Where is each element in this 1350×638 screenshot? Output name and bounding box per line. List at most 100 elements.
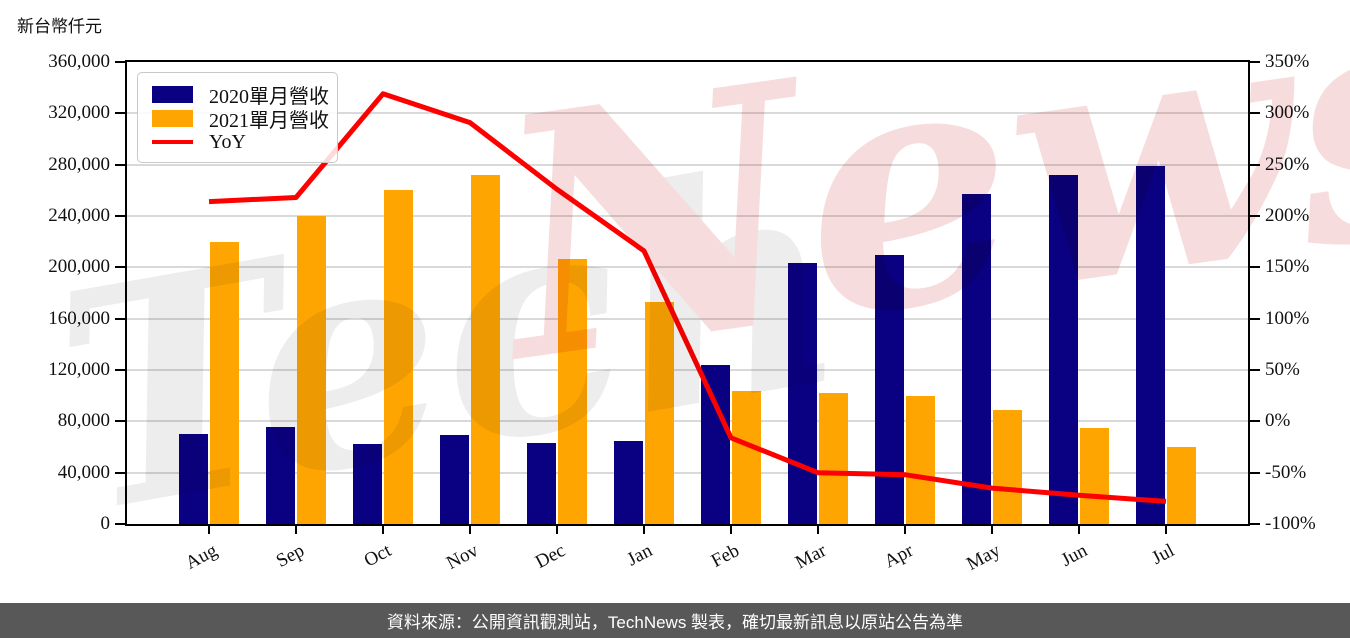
x-axis-tick <box>382 524 384 534</box>
bar-2021單月營收-Nov <box>471 174 500 524</box>
x-axis-tick-label: Jun <box>1057 540 1091 571</box>
y-axis-tick-right <box>1248 369 1260 371</box>
bar-2021單月營收-Jul <box>1167 447 1196 524</box>
legend-label-yoy: YoY <box>209 130 246 153</box>
y-axis-tick-right <box>1248 471 1260 474</box>
grid-line <box>127 215 1248 217</box>
x-axis-tick-label: Nov <box>443 540 482 574</box>
bar-2021單月營收-Jan <box>645 301 674 524</box>
bar-2020單月營收-Oct <box>353 444 382 524</box>
legend-label-2020: 2020單月營收 <box>209 85 329 108</box>
y-axis-tick-label-right: 50% <box>1265 359 1300 380</box>
y-axis-tick-left <box>115 523 127 525</box>
bar-2020單月營收-Feb <box>701 364 730 524</box>
bar-2021單月營收-Oct <box>384 190 413 524</box>
y-axis-tick-right <box>1248 317 1260 320</box>
y-axis-tick-right <box>1248 112 1260 115</box>
bar-2020單月營收-Jul <box>1136 165 1165 524</box>
legend-label-2021: 2021單月營收 <box>209 109 329 132</box>
y-axis-tick-right <box>1248 215 1260 217</box>
grid-line <box>127 420 1248 423</box>
x-axis-tick <box>904 524 906 534</box>
bar-2021單月營收-Feb <box>732 390 761 524</box>
grid-line <box>127 163 1248 166</box>
y-axis-tick-label-right: 0% <box>1265 410 1291 432</box>
source-footer-text: 資料來源：公開資訊觀測站，TechNews 製表，確切最新訊息以原站公告為準 <box>386 613 964 632</box>
grid-line <box>127 471 1248 474</box>
y-axis-tick-left <box>115 420 127 423</box>
legend-swatch-2020 <box>152 85 193 103</box>
legend-item-2020: 2020單月營收 <box>152 82 329 108</box>
x-axis-tick-label: Apr <box>880 540 917 573</box>
bar-2021單月營收-Sep <box>297 216 326 524</box>
y-axis-tick-left <box>115 369 127 371</box>
grid-line <box>127 266 1248 269</box>
bar-2020單月營收-Nov <box>440 434 469 524</box>
y-axis-tick-label-right: 150% <box>1265 256 1310 278</box>
x-axis-tick <box>208 524 210 534</box>
x-axis-tick <box>556 524 558 534</box>
bar-2020單月營收-Aug <box>179 434 208 524</box>
legend-swatch-2021 <box>152 109 193 127</box>
y-axis-tick-label-left: 280,000 <box>48 153 110 175</box>
x-axis-tick-label: Jan <box>623 540 656 571</box>
x-axis-tick <box>730 524 732 534</box>
legend: 2020單月營收 2021單月營收 YoY <box>137 72 338 163</box>
x-axis-tick <box>1165 524 1167 534</box>
legend-line-swatch-yoy <box>152 140 193 144</box>
y-axis-tick-left <box>115 266 127 269</box>
y-axis-tick-label-left: 0 <box>100 513 111 534</box>
y-axis-tick-left <box>115 112 127 115</box>
y-axis-tick-label-right: 200% <box>1265 205 1310 226</box>
y-axis-tick-left <box>115 215 127 217</box>
grid-line <box>127 112 1248 115</box>
x-axis-tick-label: Oct <box>360 540 395 572</box>
yoy-line <box>208 91 1167 504</box>
y-axis-title: 新台幣仟元 <box>17 17 102 36</box>
y-axis-tick-label-left: 200,000 <box>48 256 110 278</box>
y-axis-tick-right <box>1248 163 1260 166</box>
grid-line <box>127 369 1248 371</box>
y-axis-tick-label-left: 240,000 <box>48 205 110 226</box>
y-axis-tick-label-left: 160,000 <box>48 307 110 329</box>
y-axis-tick-left <box>115 163 127 166</box>
x-axis-tick-label: May <box>963 540 1004 575</box>
grid-line <box>127 317 1248 320</box>
y-axis-tick-left <box>115 61 127 63</box>
x-axis-tick-label: Aug <box>182 540 221 574</box>
y-axis-tick-label-right: 250% <box>1265 153 1310 175</box>
bar-2020單月營收-May <box>962 194 991 524</box>
y-axis-tick-label-left: 120,000 <box>48 359 110 380</box>
x-axis-tick <box>1078 524 1080 534</box>
y-axis-tick-right <box>1248 523 1260 525</box>
bar-2021單月營收-Jun <box>1080 427 1109 524</box>
x-axis-tick-label: Dec <box>531 540 569 573</box>
bar-2021單月營收-Apr <box>906 395 935 524</box>
x-axis-tick <box>817 524 819 534</box>
bar-2020單月營收-Jun <box>1049 174 1078 524</box>
y-axis-tick-label-left: 320,000 <box>48 102 110 124</box>
y-axis-tick-label-right: 300% <box>1265 102 1310 124</box>
legend-item-2021: 2021單月營收 <box>152 106 329 132</box>
x-axis-tick-label: Feb <box>707 540 743 572</box>
y-axis-tick-right <box>1248 420 1260 423</box>
y-axis-tick-label-left: 40,000 <box>57 461 110 483</box>
bar-2021單月營收-Dec <box>558 259 587 524</box>
x-axis-tick <box>295 524 297 534</box>
bar-2021單月營收-Aug <box>210 241 239 524</box>
y-axis-tick-label-right: 350% <box>1265 51 1310 72</box>
x-axis-tick-label: Jul <box>1148 540 1178 569</box>
y-axis-tick-left <box>115 471 127 474</box>
y-axis-tick-label-right: 100% <box>1265 307 1310 329</box>
x-axis-tick <box>469 524 471 534</box>
bar-2020單月營收-Mar <box>788 263 817 524</box>
x-axis-tick-label: Mar <box>792 540 830 574</box>
y-axis-tick-label-left: 360,000 <box>48 51 110 72</box>
y-axis-tick-right <box>1248 266 1260 269</box>
legend-item-yoy: YoY <box>152 130 325 154</box>
y-axis-tick-right <box>1248 61 1260 63</box>
x-axis-tick <box>991 524 993 534</box>
x-axis-tick-label: Sep <box>272 540 308 572</box>
bar-2021單月營收-May <box>993 409 1022 524</box>
